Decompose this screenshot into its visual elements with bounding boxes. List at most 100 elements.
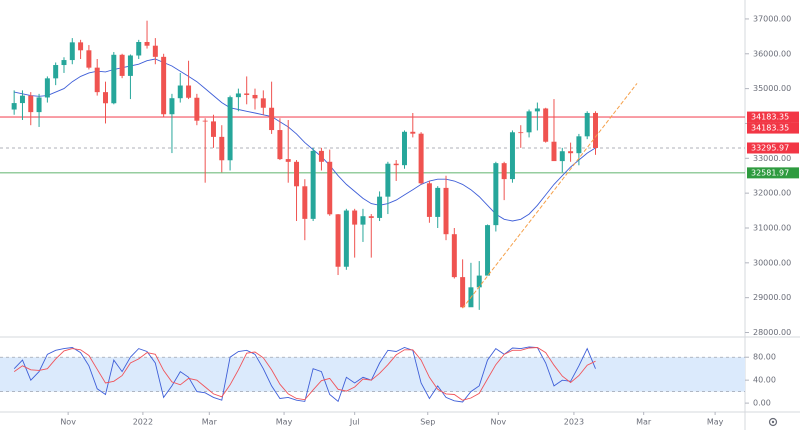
settings-icon[interactable] [768,417,778,427]
oscillator-line [13,347,596,401]
x-tick-label: 2022 [133,418,153,427]
candle-body [244,93,250,95]
candle-body [509,132,515,180]
candle-body [426,183,432,217]
x-tick-label: May [707,418,724,427]
candle-body [152,45,158,57]
x-tick-label: Mar [636,418,652,427]
settings-gear-center[interactable] [771,420,775,424]
candle-body [393,163,399,166]
candle-body [36,97,42,113]
price-label-box [747,111,799,123]
candle-body [53,65,59,79]
candle-body [593,112,598,148]
oscillator-band [0,357,745,392]
y-tick-label: 37000.00 [753,14,791,23]
candle-body [111,54,117,104]
candle-body [402,131,407,166]
moving-average-line [14,58,596,222]
candle-body [460,277,466,308]
candle-body [485,225,491,276]
candle-body [136,42,142,56]
price-label-box [747,142,799,154]
trendline [462,83,638,309]
candle-body [285,159,291,162]
x-tick-label: Nov [60,418,76,427]
candle-body [11,103,17,110]
y-tick-label: 40.00 [753,376,776,385]
price-label: 34183.35 [751,113,789,122]
candle-body [69,42,75,61]
candle-body [501,163,507,180]
x-tick-label: Sep [420,418,435,427]
candle-body [335,214,341,267]
candle-body [368,216,374,218]
candle-body [543,108,549,142]
x-tick-label: May [276,418,293,427]
candle-body [202,120,208,122]
candle-body [169,98,175,115]
y-tick-label: 32000.00 [753,189,791,198]
candle-body [435,187,441,217]
candle-body [377,196,383,218]
candle-body [310,150,316,219]
candle-body [551,141,557,162]
y-tick-label: 36000.00 [753,49,791,58]
candle-body [28,95,34,113]
candle-body [360,216,366,225]
x-tick-label: 2023 [564,418,584,427]
candle-body [252,94,258,99]
candle-body [78,42,84,51]
candle-body [219,136,225,161]
candle-body [144,42,150,46]
y-tick-label: 28000.00 [753,328,791,337]
candle-body [210,121,216,137]
candle-body [327,161,333,215]
x-tick-label: Jul [349,418,360,427]
price-label: 34183.35 [751,124,789,133]
candle-body [584,112,590,137]
x-tick-label: Mar [202,418,218,427]
candle-body [127,55,133,76]
candle-body [302,186,308,219]
candle-body [103,92,108,104]
candle-body [94,67,100,93]
candle-body [476,275,482,288]
settings-gear[interactable] [768,417,778,427]
price-label: 32581.97 [751,168,789,177]
candle-body [576,136,582,154]
candle-body [518,132,524,134]
price-label: 33295.97 [751,143,789,152]
x-tick-label: Nov [491,418,507,427]
candle-body [410,131,416,134]
candle-body [493,163,499,226]
candle-body [119,54,125,76]
y-tick-label: 29000.00 [753,293,791,302]
price-label-box [747,167,799,179]
candle-body [227,97,233,161]
candle-body [418,133,424,184]
candle-body [86,50,92,68]
candle-body [526,111,532,133]
candle-body [352,210,358,225]
candle-body [385,163,391,197]
candle-body [534,108,540,112]
candle-body [194,97,200,121]
y-tick-label: 0.00 [753,399,771,408]
candle-body [443,187,449,235]
candle-body [343,210,349,267]
candle-body [451,234,457,278]
y-tick-label: 31000.00 [753,223,791,232]
candle-body [318,150,324,162]
candle-body [186,85,192,98]
candle-body [269,107,275,131]
y-tick-label: 35000.00 [753,84,791,93]
y-tick-label: 33000.00 [753,154,791,163]
candle-body [161,56,167,115]
candle-body [44,78,50,98]
candle-body [568,151,574,154]
candle-body [294,161,300,187]
candle-body [559,151,565,162]
candle-body [61,60,67,66]
